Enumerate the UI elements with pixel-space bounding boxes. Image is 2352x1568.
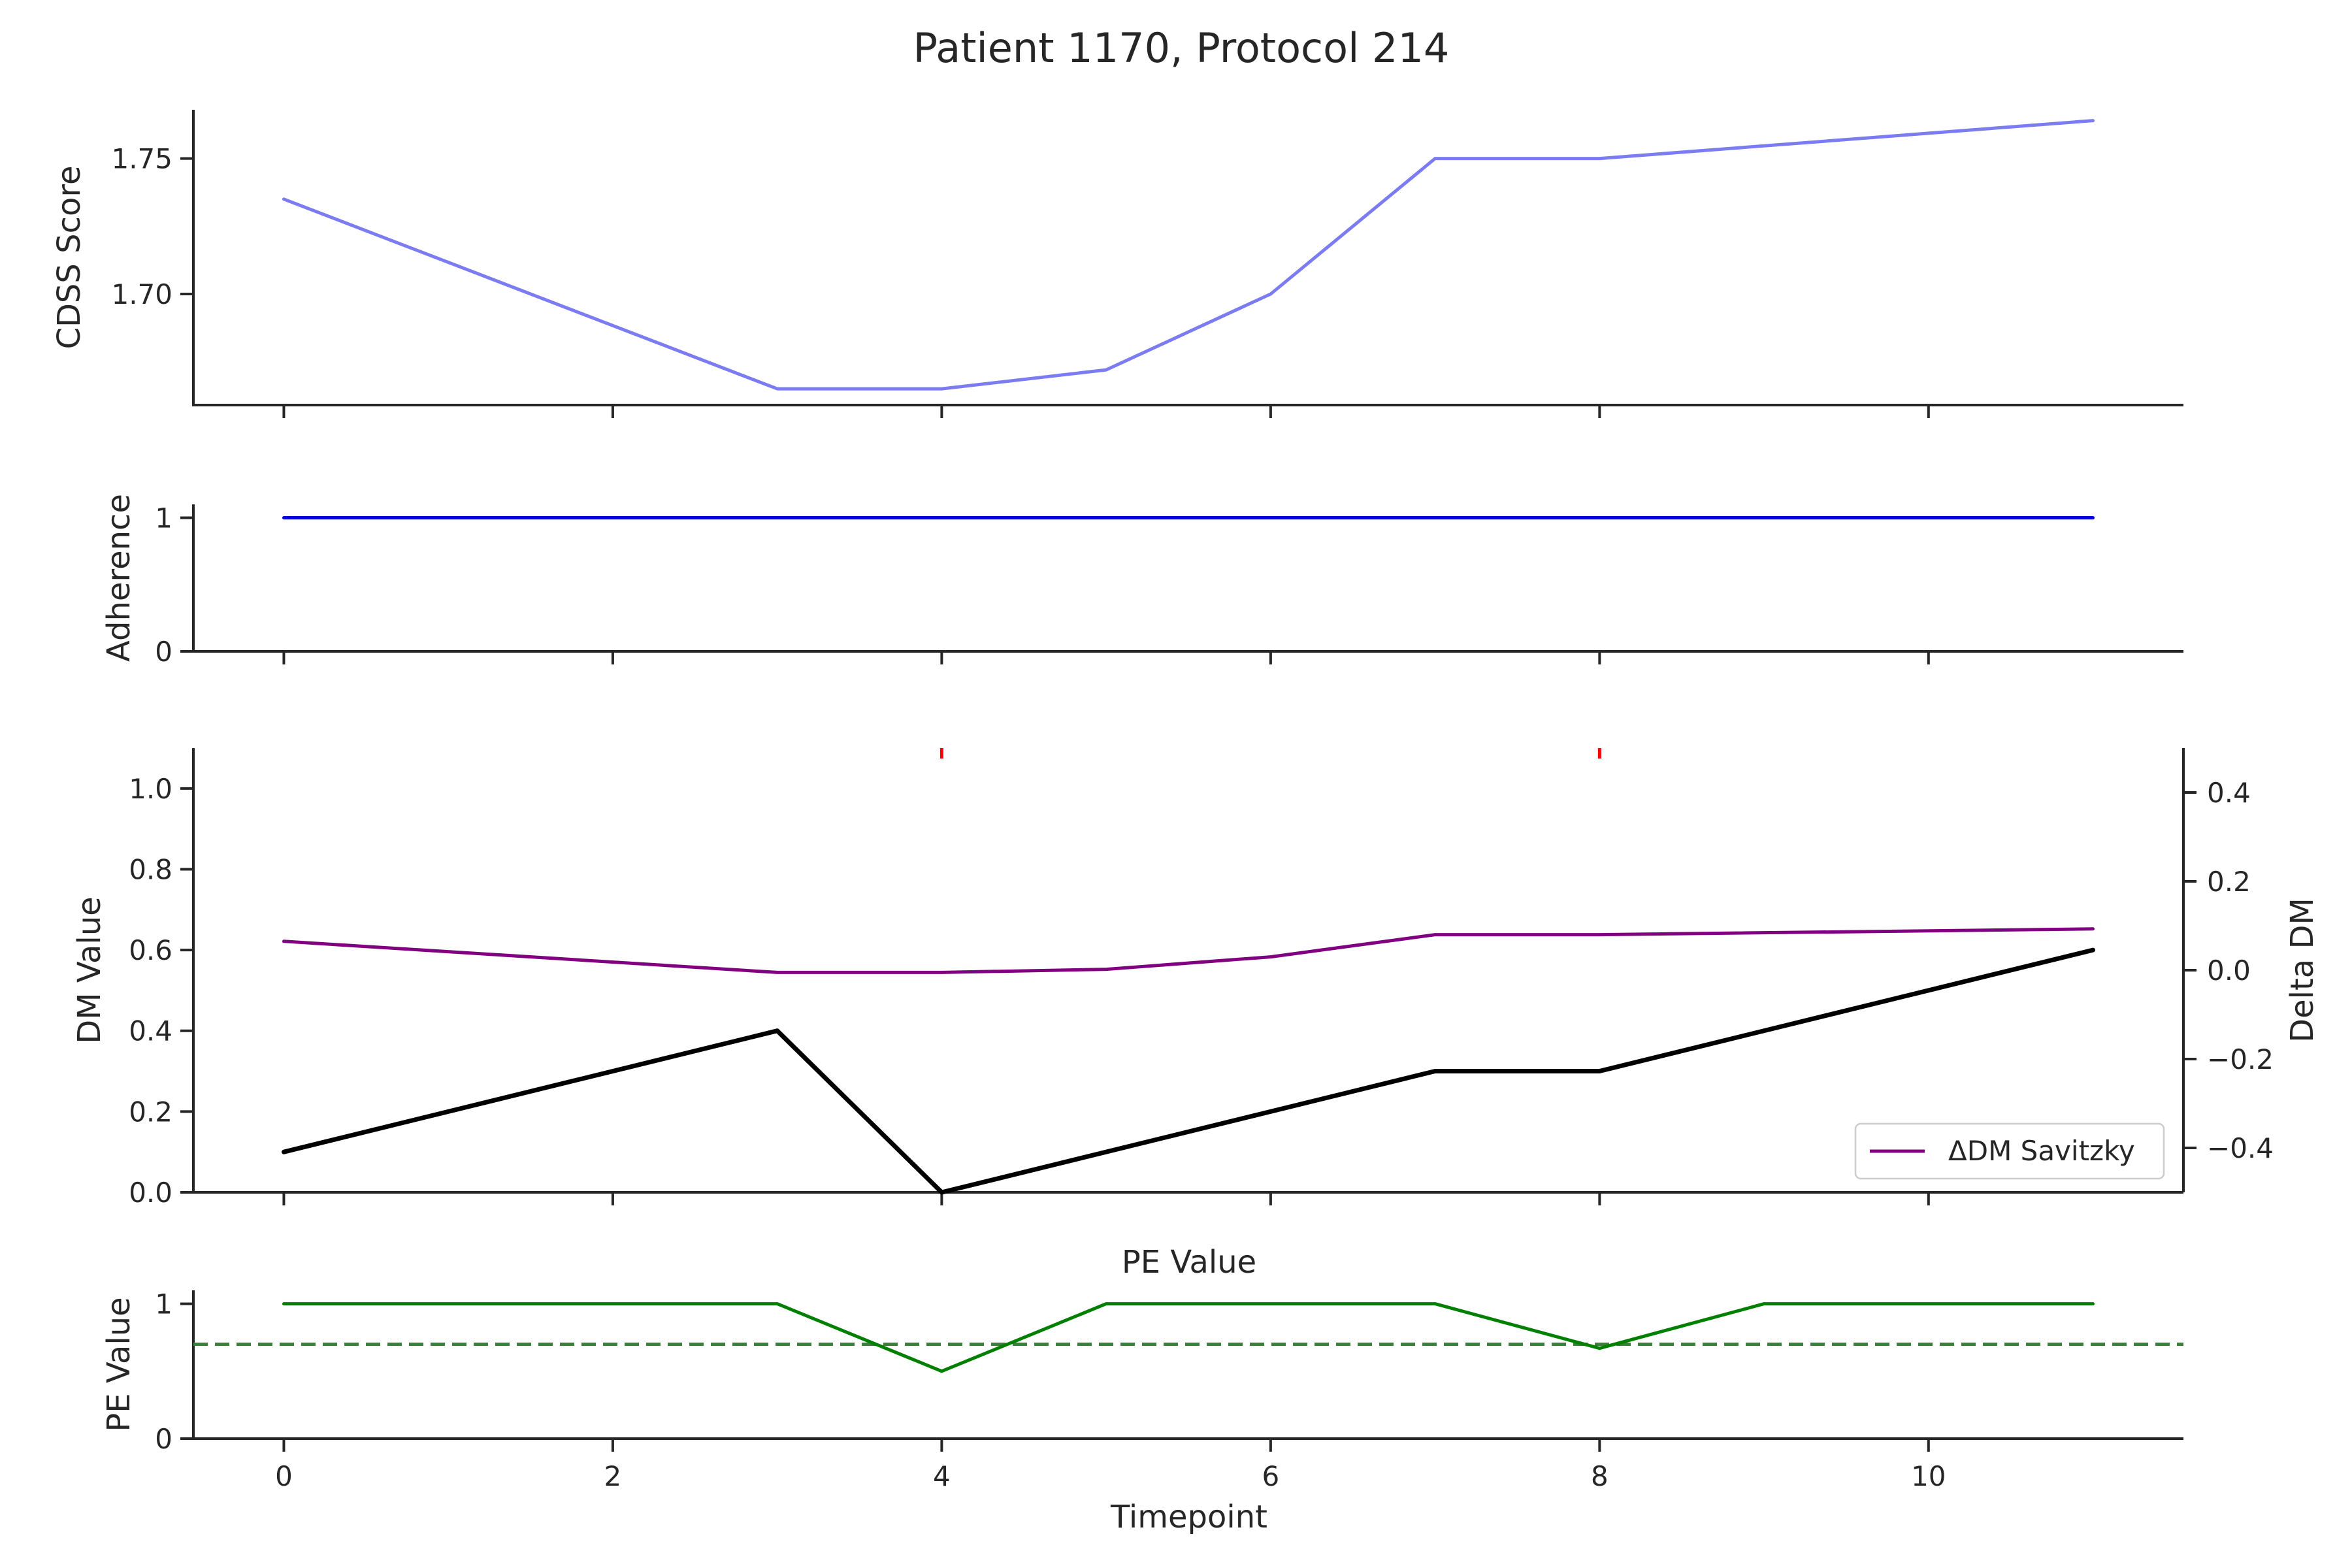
dm-y-tick-label: 0.2 [129, 1096, 172, 1128]
cdss-y-tick-label: 1.75 [111, 143, 172, 175]
adherence-y-tick-label: 1 [155, 502, 172, 534]
figure-title: Patient 1170, Protocol 214 [913, 24, 1450, 72]
x-tick-label: 2 [604, 1460, 622, 1492]
dm-y2-tick-label: 0.2 [2207, 866, 2251, 898]
dm-y-tick-label: 0.4 [129, 1015, 172, 1047]
pe-subplot-title: PE Value [1122, 1244, 1256, 1281]
subplot-adherence: 0 1 Adherence [101, 494, 2183, 668]
subplot-cdss: 1.70 1.75 CDSS Score [51, 110, 2183, 418]
x-tick-label: 0 [275, 1460, 293, 1492]
x-tick-label: 6 [1262, 1460, 1280, 1492]
dm-y-tick-label: 0.6 [129, 934, 172, 966]
dm-y-axis-label: DM Value [71, 896, 108, 1043]
delta-dm-line [282, 927, 2095, 974]
pe-line [282, 1302, 2095, 1373]
legend-frame [1854, 1122, 2165, 1180]
legend-label: ΔDM Savitzky [1948, 1135, 2135, 1167]
cdss-line [282, 119, 2095, 391]
adherence-y-tick-label: 0 [155, 636, 172, 668]
x-tick-label: 10 [1911, 1460, 1946, 1492]
dm-y2-tick-label: 0.4 [2207, 777, 2251, 809]
adherence-y-axis-label: Adherence [101, 494, 137, 662]
dm-y2-axis-label: Delta DM [2284, 898, 2321, 1043]
x-axis-label: Timepoint [1110, 1499, 1267, 1535]
subplot-pe: 0 2 4 6 8 10 0 1 PE Value PE Value [101, 1244, 2183, 1492]
dm-line [282, 947, 2095, 1195]
cdss-y-tick-label: 1.70 [111, 278, 172, 310]
dm-y2-tick-label: 0.0 [2207, 955, 2251, 987]
dm-y-tick-label: 1.0 [129, 773, 172, 805]
pe-y-tick-label: 1 [155, 1288, 172, 1320]
pe-y-axis-label: PE Value [101, 1297, 137, 1431]
pe-y-tick-label: 0 [155, 1423, 172, 1455]
dm-y-tick-label: 0.0 [129, 1177, 172, 1209]
cdss-y-axis-label: CDSS Score [51, 165, 88, 349]
legend: ΔDM Savitzky [1854, 1122, 2165, 1180]
x-tick-label: 8 [1591, 1460, 1609, 1492]
x-tick-label: 4 [933, 1460, 951, 1492]
dm-y2-tick-label: −0.4 [2207, 1132, 2274, 1164]
dm-y2-tick-label: −0.2 [2207, 1043, 2274, 1075]
dm-y-tick-label: 0.8 [129, 853, 172, 885]
subplot-dm: 0.0 0.2 0.4 0.6 0.8 1.0 DM Value −0.4 −0.2 0.0 0.2… [71, 748, 2321, 1209]
